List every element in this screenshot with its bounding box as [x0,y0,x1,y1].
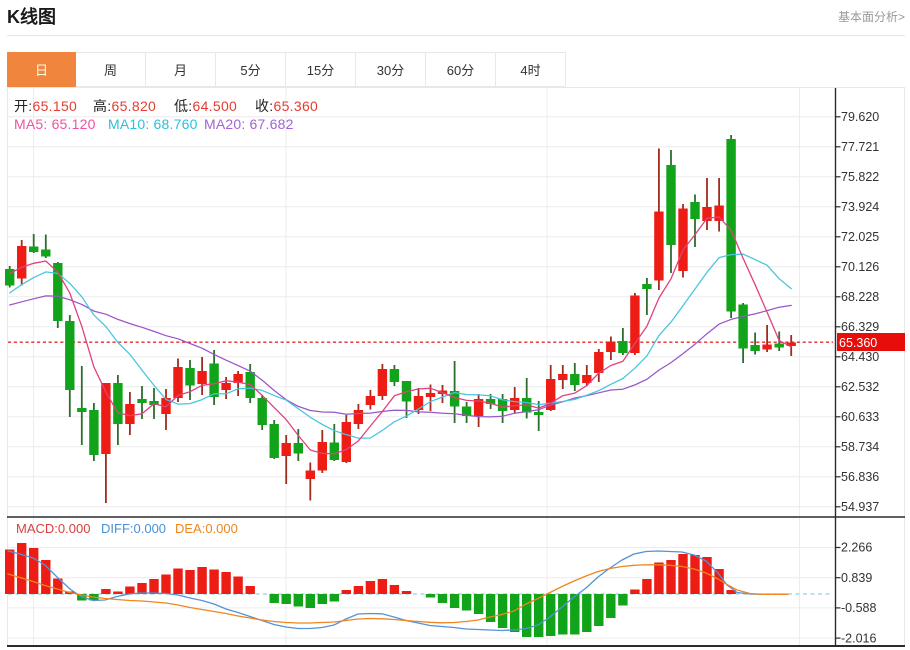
svg-text:66.329: 66.329 [841,320,879,334]
svg-text:56.836: 56.836 [841,470,879,484]
svg-text:58.734: 58.734 [841,440,879,454]
svg-text:79.620: 79.620 [841,110,879,124]
svg-text:73.924: 73.924 [841,200,879,214]
svg-text:60.633: 60.633 [841,410,879,424]
svg-text:0.839: 0.839 [841,571,872,585]
svg-text:54.937: 54.937 [841,500,879,514]
svg-text:72.025: 72.025 [841,230,879,244]
svg-text:-0.588: -0.588 [841,601,876,615]
svg-text:-2.016: -2.016 [841,631,876,645]
svg-text:68.228: 68.228 [841,290,879,304]
svg-text:77.721: 77.721 [841,140,879,154]
svg-text:2.266: 2.266 [841,541,872,555]
svg-text:65.360: 65.360 [839,336,877,350]
svg-text:64.430: 64.430 [841,350,879,364]
svg-text:75.822: 75.822 [841,170,879,184]
svg-text:62.532: 62.532 [841,380,879,394]
svg-text:70.126: 70.126 [841,260,879,274]
